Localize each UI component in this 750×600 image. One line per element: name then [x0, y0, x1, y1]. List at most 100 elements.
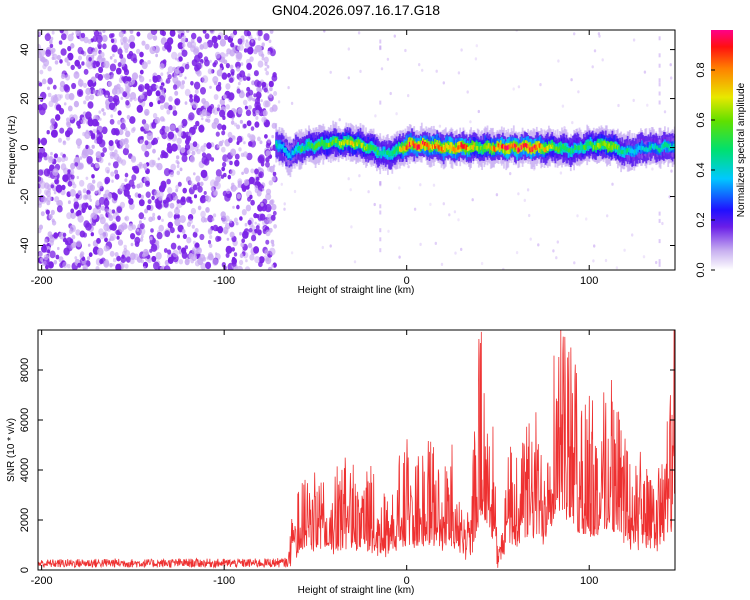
x-tick-label: -100 — [213, 275, 235, 287]
noise-dot — [229, 77, 234, 83]
faint-dot — [597, 32, 601, 36]
noise-dot — [134, 241, 140, 248]
noise-dot — [272, 72, 277, 78]
signal-cell — [665, 141, 667, 153]
signal-cell — [483, 143, 486, 149]
noise-dot — [98, 157, 104, 164]
noise-dot — [265, 143, 271, 149]
noise-dot — [238, 147, 242, 152]
noise-dot — [151, 255, 157, 263]
noise-dot — [247, 219, 252, 226]
faint-dot — [393, 34, 396, 38]
noise-dot — [257, 30, 263, 37]
noise-dot — [102, 43, 107, 50]
noise-dot — [47, 77, 53, 85]
signal-cell — [438, 145, 441, 151]
signal-cell — [664, 142, 666, 148]
signal-cell — [642, 146, 644, 150]
signal-cell — [543, 147, 546, 153]
signal-cell — [399, 146, 401, 152]
noise-dot — [92, 179, 96, 184]
noise-dot — [70, 211, 76, 220]
noise-dot — [146, 89, 153, 97]
signal-cell — [496, 145, 499, 150]
noise-dot — [213, 213, 217, 218]
noise-dot — [176, 170, 181, 176]
noise-dot — [270, 199, 275, 205]
signal-cell — [357, 139, 360, 145]
noise-dot — [76, 89, 84, 97]
noise-dot — [122, 36, 128, 44]
y-tick-label: 8000 — [19, 358, 31, 382]
signal-cell — [529, 147, 532, 153]
faint-dot — [407, 94, 410, 98]
signal-cell — [408, 141, 411, 147]
noise-dot — [114, 139, 119, 145]
noise-dot — [262, 188, 265, 192]
noise-dot — [117, 48, 123, 55]
y-tick-label: -40 — [19, 238, 31, 254]
noise-dot — [254, 37, 257, 41]
faint-dot — [287, 86, 290, 90]
signal-cell — [567, 148, 570, 153]
signal-cell — [615, 145, 618, 150]
faint-dot — [290, 251, 294, 255]
noise-dot — [92, 49, 98, 56]
noise-dot — [229, 160, 233, 166]
noise-dot — [197, 52, 203, 59]
noise-dot — [45, 190, 51, 197]
noise-dot — [237, 107, 243, 115]
faint-dot — [615, 266, 619, 270]
noise-dot — [199, 181, 204, 187]
noise-dot — [108, 102, 116, 111]
noise-dot — [205, 153, 212, 161]
noise-dot — [178, 259, 184, 265]
signal-cell — [592, 145, 595, 150]
signal-cell — [460, 142, 463, 148]
noise-dot — [110, 223, 117, 231]
signal-cell — [670, 146, 673, 151]
signal-cell — [623, 150, 626, 155]
noise-dot — [249, 39, 256, 47]
faint-dot — [280, 182, 283, 186]
signal-cell — [491, 145, 493, 151]
noise-dot — [184, 101, 188, 105]
noise-dot — [139, 139, 144, 144]
signal-cell — [476, 146, 479, 151]
faint-dot — [577, 90, 580, 94]
faint-dot — [631, 233, 634, 237]
noise-dot — [125, 100, 130, 106]
noise-dot — [179, 83, 185, 90]
noise-dot — [245, 204, 252, 212]
noise-dot — [149, 101, 154, 107]
noise-dot — [171, 143, 178, 152]
x-tick-label: 100 — [580, 275, 598, 287]
noise-dot — [47, 66, 52, 72]
faint-dot — [293, 189, 297, 194]
noise-dot — [212, 258, 219, 266]
noise-dot — [87, 118, 94, 127]
noise-dot — [106, 208, 113, 216]
noise-dot — [50, 209, 55, 215]
noise-dot — [87, 182, 94, 191]
signal-cell — [621, 150, 624, 154]
noise-dot — [38, 31, 42, 36]
signal-cell — [555, 146, 558, 151]
faint-dot — [442, 202, 445, 206]
noise-dot — [147, 199, 152, 205]
noise-dot — [244, 266, 251, 270]
signal-cell — [557, 148, 560, 153]
noise-dot — [261, 81, 267, 88]
noise-dot — [60, 73, 66, 80]
noise-dot — [70, 171, 73, 175]
faint-dot — [591, 65, 594, 69]
noise-dot — [258, 166, 261, 171]
signal-cell — [395, 146, 398, 151]
noise-dot — [267, 266, 273, 270]
y-tick-label: 4000 — [19, 458, 31, 482]
noise-dot — [197, 205, 202, 211]
noise-dot — [82, 188, 87, 194]
signal-cell — [301, 145, 304, 152]
noise-dot — [163, 102, 169, 109]
signal-cell — [636, 146, 639, 152]
